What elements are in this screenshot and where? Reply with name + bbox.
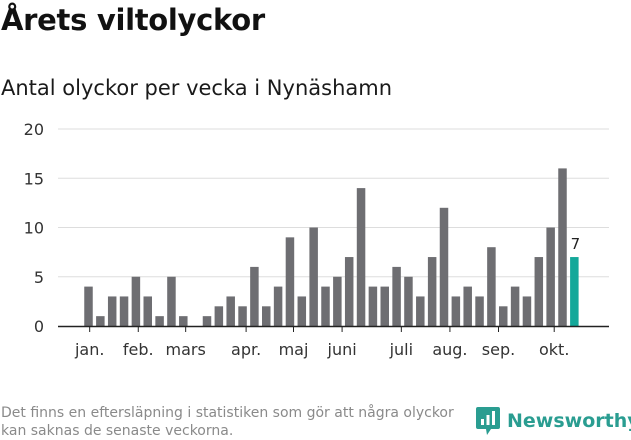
bar <box>309 227 318 326</box>
chart-title: Årets viltolyckor <box>1 3 265 37</box>
bar <box>226 296 235 326</box>
x-tick-label: juni <box>327 340 357 359</box>
bar <box>297 296 307 326</box>
brand-name: Newsworthy <box>507 410 631 432</box>
bar <box>558 168 567 326</box>
y-tick-label: 10 <box>24 219 44 238</box>
x-tick-label: okt. <box>539 340 569 359</box>
x-tick-label: mars <box>166 340 206 359</box>
y-tick-label: 20 <box>24 120 44 139</box>
bar <box>131 276 141 326</box>
bar <box>84 286 93 326</box>
y-tick-label: 5 <box>34 268 44 287</box>
bar <box>238 306 247 326</box>
bar <box>285 237 295 326</box>
bar <box>155 316 164 326</box>
bar <box>451 296 461 326</box>
bar <box>534 257 544 326</box>
bar <box>392 266 401 326</box>
bar <box>522 296 532 326</box>
bar <box>202 316 212 326</box>
bar-data-label: 7 <box>571 235 581 253</box>
bar <box>321 286 330 326</box>
brand-logo[interactable]: Newsworthy <box>475 406 631 436</box>
bar <box>333 276 342 326</box>
bar <box>107 296 117 326</box>
bar <box>96 316 105 326</box>
footnote: Det finns en eftersläpning i statistiken… <box>1 405 454 439</box>
bar <box>119 296 129 326</box>
bar <box>416 296 425 326</box>
bar <box>167 276 176 326</box>
x-tick-label: feb. <box>123 340 154 359</box>
newsworthy-logo-icon <box>476 407 500 435</box>
bar-chart: 0 5 10 15 20 7 jan. feb. mars apr. maj juni juli aug.… <box>24 120 609 359</box>
bar <box>214 306 224 326</box>
bar <box>499 306 508 326</box>
bar <box>439 207 449 326</box>
chart-subtitle: Antal olyckor per vecka i Nynäshamn <box>1 76 393 100</box>
bar <box>143 296 152 326</box>
bar <box>356 188 366 326</box>
bar <box>487 247 496 326</box>
y-tick-label: 15 <box>24 169 44 188</box>
x-tick-label: aug. <box>432 340 467 359</box>
bar <box>368 286 378 326</box>
bar <box>427 257 437 326</box>
x-tick-label: juli <box>389 340 413 359</box>
bar <box>250 266 259 326</box>
x-tick-label: apr. <box>231 340 261 359</box>
x-tick-label: sep. <box>482 340 515 359</box>
bar <box>463 286 472 326</box>
bar-current-week <box>570 257 579 326</box>
bar <box>273 286 283 326</box>
x-tick-label: maj <box>279 340 309 359</box>
bar <box>380 286 389 326</box>
bar <box>546 227 555 326</box>
bar <box>404 276 413 326</box>
bar <box>510 286 520 326</box>
bar <box>344 257 354 326</box>
bar <box>179 316 188 326</box>
y-tick-label: 0 <box>34 317 44 336</box>
bar <box>262 306 271 326</box>
x-tick-label: jan. <box>74 340 104 359</box>
bar <box>475 296 484 326</box>
